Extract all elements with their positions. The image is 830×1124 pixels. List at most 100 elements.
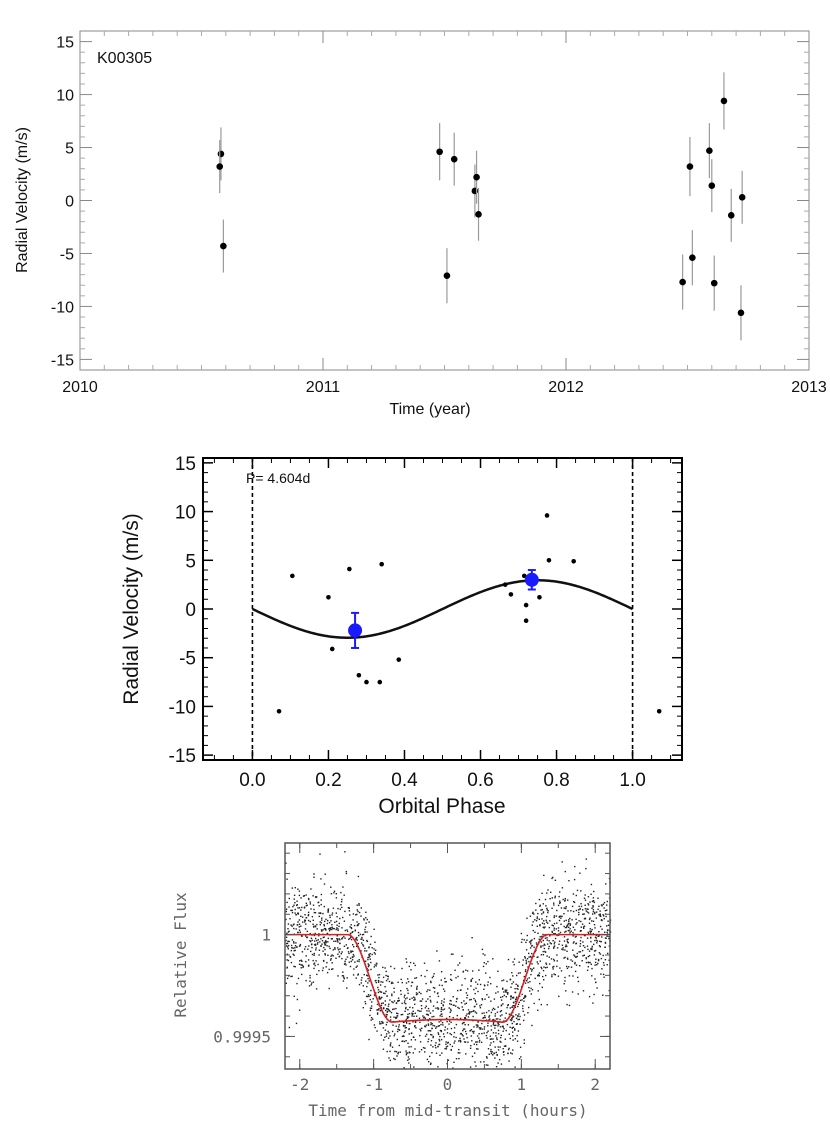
flux-point <box>287 944 290 947</box>
flux-point <box>481 1022 483 1025</box>
flux-point <box>377 991 380 994</box>
flux-point <box>330 927 332 929</box>
flux-point <box>340 953 342 955</box>
flux-point <box>575 918 577 920</box>
flux-point <box>341 975 344 977</box>
flux-point <box>523 1042 525 1044</box>
flux-point <box>400 993 402 996</box>
flux-point <box>440 1023 442 1026</box>
flux-point <box>597 897 599 899</box>
flux-point <box>530 987 532 990</box>
flux-point <box>563 940 566 942</box>
flux-point <box>384 1000 386 1002</box>
flux-point <box>546 892 548 894</box>
flux-point <box>574 963 576 965</box>
flux-point <box>509 1026 511 1028</box>
flux-point <box>407 1042 409 1044</box>
flux-point <box>287 948 289 950</box>
flux-point <box>407 1059 409 1061</box>
flux-point <box>306 936 309 938</box>
flux-point <box>604 941 607 944</box>
flux-point <box>591 948 593 951</box>
flux-point <box>294 902 296 904</box>
flux-point <box>473 1043 475 1045</box>
flux-point <box>431 1027 433 1030</box>
flux-point <box>476 1035 479 1037</box>
flux-point <box>410 985 413 987</box>
flux-point <box>313 967 315 970</box>
flux-point <box>546 937 548 939</box>
flux-point <box>332 927 334 930</box>
flux-point <box>393 1035 395 1037</box>
flux-point <box>543 966 545 968</box>
flux-point <box>387 975 389 978</box>
flux-point <box>492 1038 494 1040</box>
flux-point <box>365 917 367 919</box>
flux-point <box>341 937 344 939</box>
flux-point <box>488 1010 490 1012</box>
flux-point <box>495 992 497 994</box>
flux-point <box>467 1009 470 1011</box>
flux-point <box>443 1036 445 1038</box>
flux-point <box>455 1023 458 1026</box>
flux-point <box>579 945 581 947</box>
rv-point <box>216 163 224 170</box>
flux-point <box>564 976 566 979</box>
flux-point <box>493 1018 495 1021</box>
flux-point <box>400 1014 402 1016</box>
flux-point <box>288 906 290 908</box>
flux-point <box>478 1039 481 1042</box>
flux-point <box>583 925 586 927</box>
flux-point <box>318 935 320 937</box>
flux-point <box>532 911 534 914</box>
flux-point <box>562 949 564 951</box>
flux-point <box>408 1028 410 1031</box>
flux-point <box>375 965 377 967</box>
flux-point <box>592 933 594 935</box>
flux-point <box>483 1032 485 1034</box>
flux-point <box>361 934 364 936</box>
flux-point <box>490 1011 493 1014</box>
flux-point <box>528 986 530 989</box>
flux-point <box>565 930 567 933</box>
flux-point <box>387 978 389 980</box>
flux-point <box>363 918 365 920</box>
flux-point <box>531 952 533 955</box>
y-tick-label: 10 <box>175 503 196 524</box>
flux-point <box>289 956 292 958</box>
flux-point <box>536 916 538 918</box>
flux-point <box>338 922 340 925</box>
flux-point <box>528 1006 530 1009</box>
flux-point <box>509 978 511 980</box>
flux-point <box>301 916 304 918</box>
flux-point <box>479 1007 482 1009</box>
flux-point <box>548 947 550 950</box>
flux-point <box>344 929 346 932</box>
flux-point <box>452 1004 454 1006</box>
flux-point <box>357 875 360 878</box>
flux-point <box>596 987 598 989</box>
flux-point <box>320 893 323 896</box>
flux-point <box>424 1051 426 1053</box>
flux-point <box>602 903 604 905</box>
flux-point <box>445 981 447 983</box>
flux-point <box>295 946 298 948</box>
flux-point <box>339 942 341 945</box>
flux-point <box>358 911 361 914</box>
flux-point <box>310 984 312 986</box>
flux-point <box>314 912 317 914</box>
flux-point <box>492 1054 494 1056</box>
flux-point <box>468 1013 471 1015</box>
flux-point <box>551 897 553 899</box>
flux-point <box>434 987 436 989</box>
rv-point <box>708 182 716 189</box>
flux-point <box>512 975 514 977</box>
flux-point <box>525 995 527 998</box>
flux-point <box>551 930 553 933</box>
flux-point <box>454 969 456 971</box>
flux-point <box>476 1024 479 1026</box>
flux-point <box>475 1003 478 1005</box>
x-tick-label: 0.2 <box>315 770 341 791</box>
y-tick-label: -5 <box>179 649 196 670</box>
flux-point <box>319 924 321 926</box>
